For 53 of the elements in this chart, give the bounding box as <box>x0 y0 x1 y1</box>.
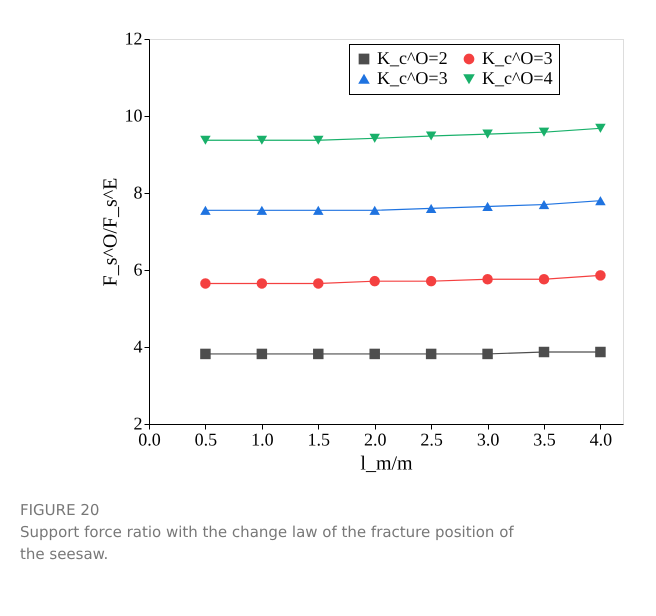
y-tick-label: 8 <box>134 182 142 202</box>
point <box>538 274 550 284</box>
point <box>200 206 211 215</box>
point <box>256 136 268 145</box>
y-tick-label: 4 <box>134 336 142 356</box>
x-tick-label: 4.0 <box>590 430 612 450</box>
text: Support force ratio with the change law of the fracture position of the seesaw. <box>20 523 514 563</box>
point <box>426 276 436 286</box>
point <box>369 206 380 215</box>
legend-label: K_c^O=2 <box>377 48 448 68</box>
y-tick-label: 10 <box>124 106 142 126</box>
point <box>482 130 493 139</box>
point <box>256 348 268 360</box>
point <box>369 134 380 143</box>
y-tick-label: 12 <box>124 28 142 48</box>
point <box>538 346 550 358</box>
point <box>313 348 324 360</box>
point <box>369 276 380 286</box>
point <box>256 206 268 215</box>
point <box>313 136 324 145</box>
point <box>482 274 493 284</box>
x-axis-title: l_m/m <box>360 452 414 474</box>
point <box>595 346 606 358</box>
point <box>595 270 606 281</box>
legend-label: K_c^O=3 <box>377 68 448 88</box>
x-tick-label: 1.0 <box>251 430 274 450</box>
point <box>538 200 550 210</box>
x-tick-label: 3.0 <box>476 430 500 450</box>
point <box>595 124 606 133</box>
x-tick-label: 1.5 <box>308 430 330 450</box>
y-tick-label: 6 <box>134 260 142 280</box>
legend-label: K_c^O=3 <box>482 48 553 68</box>
x-tick-label: 2.5 <box>420 430 443 450</box>
point <box>426 131 436 141</box>
point <box>200 136 211 145</box>
point <box>595 196 606 206</box>
x-tick-label: 2.0 <box>364 430 386 450</box>
point <box>313 278 324 289</box>
point <box>200 278 211 289</box>
legend-label: K_c^O=4 <box>482 68 553 88</box>
y-axis-title: F_s^O/F_s^E <box>100 178 122 286</box>
point <box>426 204 436 213</box>
point <box>482 202 493 212</box>
point <box>482 348 493 360</box>
caption: FIGURE 20 <box>20 501 100 519</box>
point <box>200 348 211 360</box>
x-tick-label: 3.5 <box>533 430 556 450</box>
point <box>256 278 268 289</box>
point <box>538 128 550 137</box>
point <box>426 348 436 360</box>
point <box>313 206 324 215</box>
point <box>369 348 380 360</box>
x-tick-label: 0.5 <box>194 430 218 450</box>
